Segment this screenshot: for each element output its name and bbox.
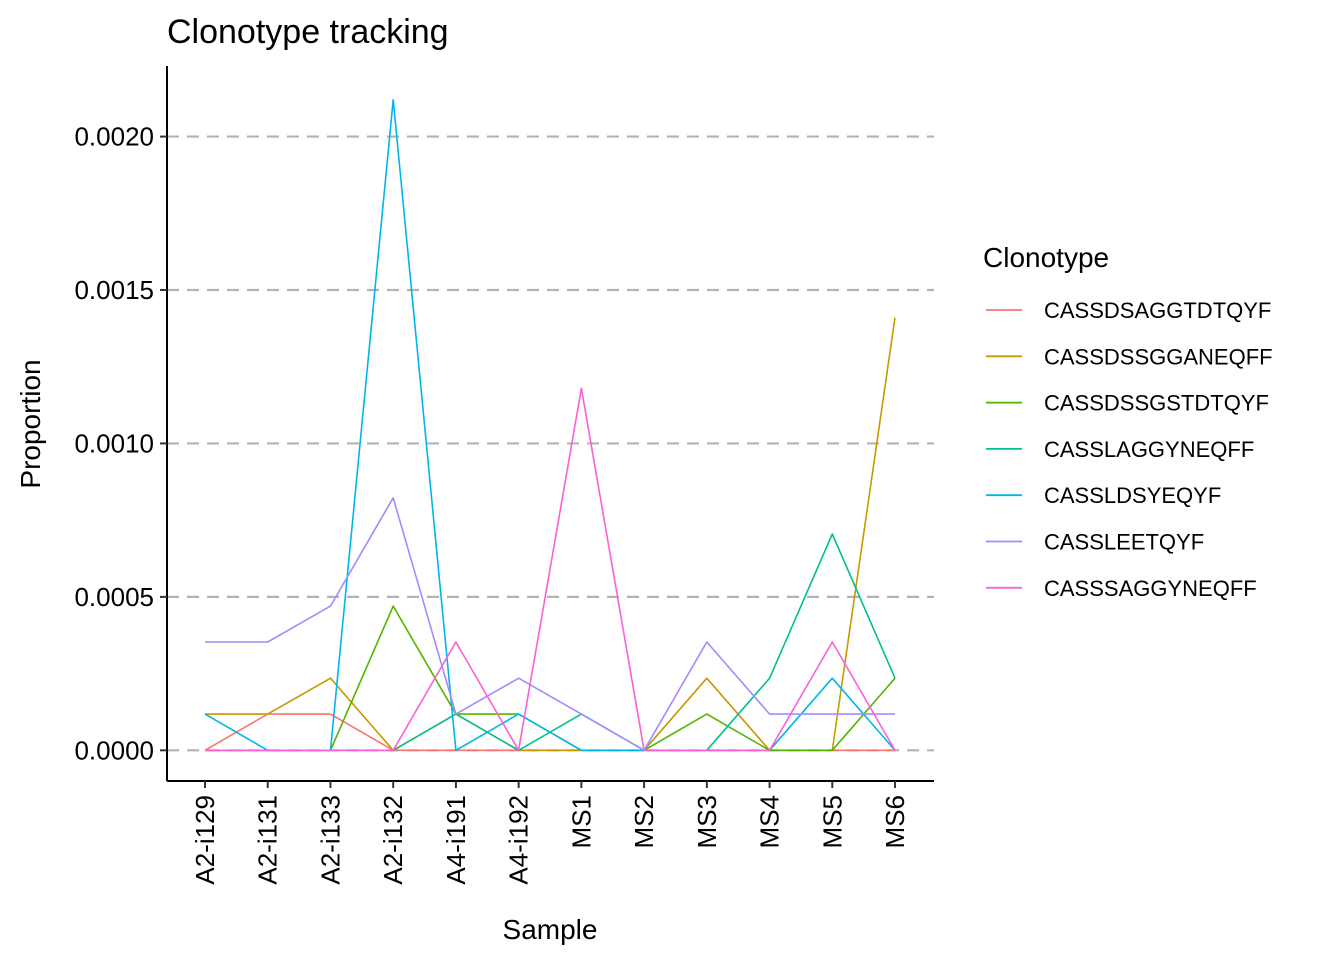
y-axis-title: Proportion [15,359,46,488]
x-tick-label: A4-i191 [441,795,471,885]
legend-label: CASSLAGGYNEQFF [1044,437,1254,462]
y-tick-label: 0.0020 [74,122,154,152]
x-axis-ticks: A2-i129 A2-i131 A2-i133 A2-i132 A4-i191 A4-i1… [190,781,910,885]
x-tick-label: MS6 [880,795,910,848]
legend-label: CASSSAGGYNEQFF [1044,576,1257,601]
legend-label: CASSDSSGGANEQFF [1044,344,1273,369]
series-line-cassleetqyf [205,496,895,752]
x-tick-label: MS1 [566,795,596,848]
legend-title: Clonotype [983,242,1109,273]
x-tick-label: A2-i131 [253,795,283,885]
y-tick-label: 0.0010 [74,428,154,458]
x-tick-label: MS4 [755,795,785,848]
x-tick-label: MS3 [692,795,722,848]
legend-label: CASSDSAGGTDTQYF [1044,298,1271,323]
chart-title: Clonotype tracking [167,13,449,51]
legend: Clonotype CASSDSAGGTDTQYF CASSDSSGGANEQFF… [983,242,1273,601]
x-tick-label: MS5 [817,795,847,848]
gridlines [167,135,934,752]
series-line-casssaggyneqff [205,387,896,752]
x-tick-label: A2-i129 [190,795,220,885]
x-tick-label: A2-i132 [378,795,408,885]
x-tick-label: A2-i133 [315,795,345,885]
series-line-cassdssgganeqff [205,317,896,752]
legend-label: CASSLDSYEQYF [1044,483,1221,508]
x-axis-title: Sample [503,914,598,945]
y-tick-label: 0.0000 [74,735,154,765]
legend-label: CASSLEETQYF [1044,530,1204,555]
series-lines [204,99,896,752]
legend-label: CASSDSSGSTDTQYF [1044,391,1269,416]
series-line-cassldsyeqyf [204,99,896,752]
y-tick-label: 0.0015 [74,275,154,305]
x-tick-label: MS2 [629,795,659,848]
x-tick-label: A4-i192 [504,795,534,885]
y-axis-ticks: 0.0000 0.0005 0.0010 0.0015 0.0020 [74,122,167,765]
y-tick-label: 0.0005 [74,582,154,612]
